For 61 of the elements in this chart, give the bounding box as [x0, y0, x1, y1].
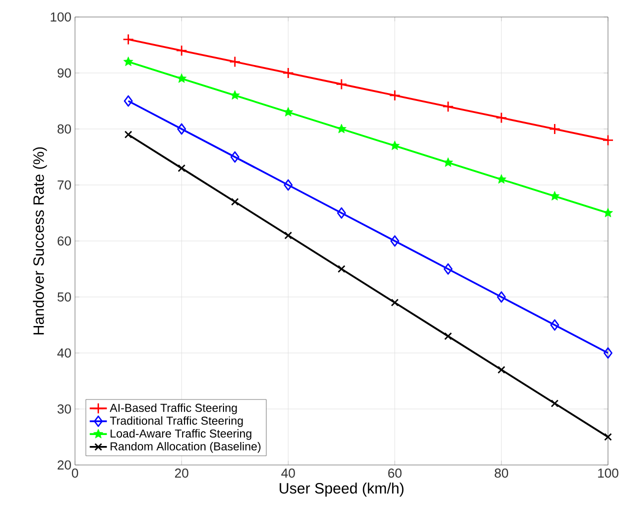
y-tick-label: 70 — [58, 180, 71, 190]
point — [390, 298, 399, 306]
point — [284, 179, 293, 191]
y-tick-label: 40 — [57, 348, 71, 358]
point — [336, 78, 348, 90]
point — [496, 291, 506, 303]
point — [602, 134, 614, 146]
point — [177, 123, 186, 135]
x-tick-label: 60 — [388, 468, 402, 478]
point — [231, 198, 239, 206]
point — [338, 265, 346, 273]
point — [496, 174, 506, 184]
point — [176, 73, 187, 83]
point — [444, 332, 452, 340]
y-tick-label: 100 — [50, 12, 71, 22]
y-tick-label: 20 — [58, 460, 71, 470]
point — [390, 140, 400, 150]
x-tick-label: 80 — [494, 468, 508, 478]
point — [282, 67, 294, 79]
point — [498, 366, 506, 374]
point — [176, 44, 188, 56]
point — [442, 100, 454, 112]
x-axis-title: User Speed (km/h) — [280, 482, 404, 497]
y-tick-label: 90 — [58, 68, 71, 78]
legend-label: Random Allocation (Baseline) — [110, 442, 260, 453]
point — [604, 347, 612, 359]
point — [550, 319, 560, 331]
point — [337, 207, 346, 219]
point — [283, 106, 294, 116]
point — [229, 56, 241, 68]
point — [603, 208, 613, 218]
point — [123, 56, 134, 66]
y-axis-title: Handover Success Rate (%) — [32, 147, 47, 334]
point — [124, 95, 133, 107]
point — [124, 130, 132, 138]
point — [230, 90, 240, 100]
point — [444, 263, 453, 275]
point — [230, 151, 240, 163]
x-tick-label: 40 — [281, 468, 295, 478]
point — [178, 164, 186, 172]
legend-label: Traditional Traffic Steering — [110, 416, 243, 428]
y-tick-label: 80 — [58, 124, 71, 134]
point — [336, 124, 346, 134]
point — [550, 190, 560, 200]
point — [389, 90, 400, 102]
x-tick-label: 100 — [598, 468, 618, 478]
legend-label: Load-Aware Traffic Steering — [110, 429, 252, 440]
x-tick-label: 20 — [175, 468, 188, 478]
point — [604, 433, 612, 441]
point — [549, 123, 560, 135]
y-tick-label: 60 — [58, 236, 71, 246]
point — [284, 232, 292, 240]
legend-label: AI-Based Traffic Steering — [110, 404, 237, 414]
point — [390, 235, 400, 247]
point — [443, 157, 454, 167]
point — [550, 400, 559, 408]
point — [122, 34, 134, 46]
y-tick-label: 30 — [58, 404, 71, 414]
x-tick-label: 0 — [72, 468, 78, 478]
y-tick-label: 50 — [58, 292, 71, 302]
point — [496, 112, 508, 124]
